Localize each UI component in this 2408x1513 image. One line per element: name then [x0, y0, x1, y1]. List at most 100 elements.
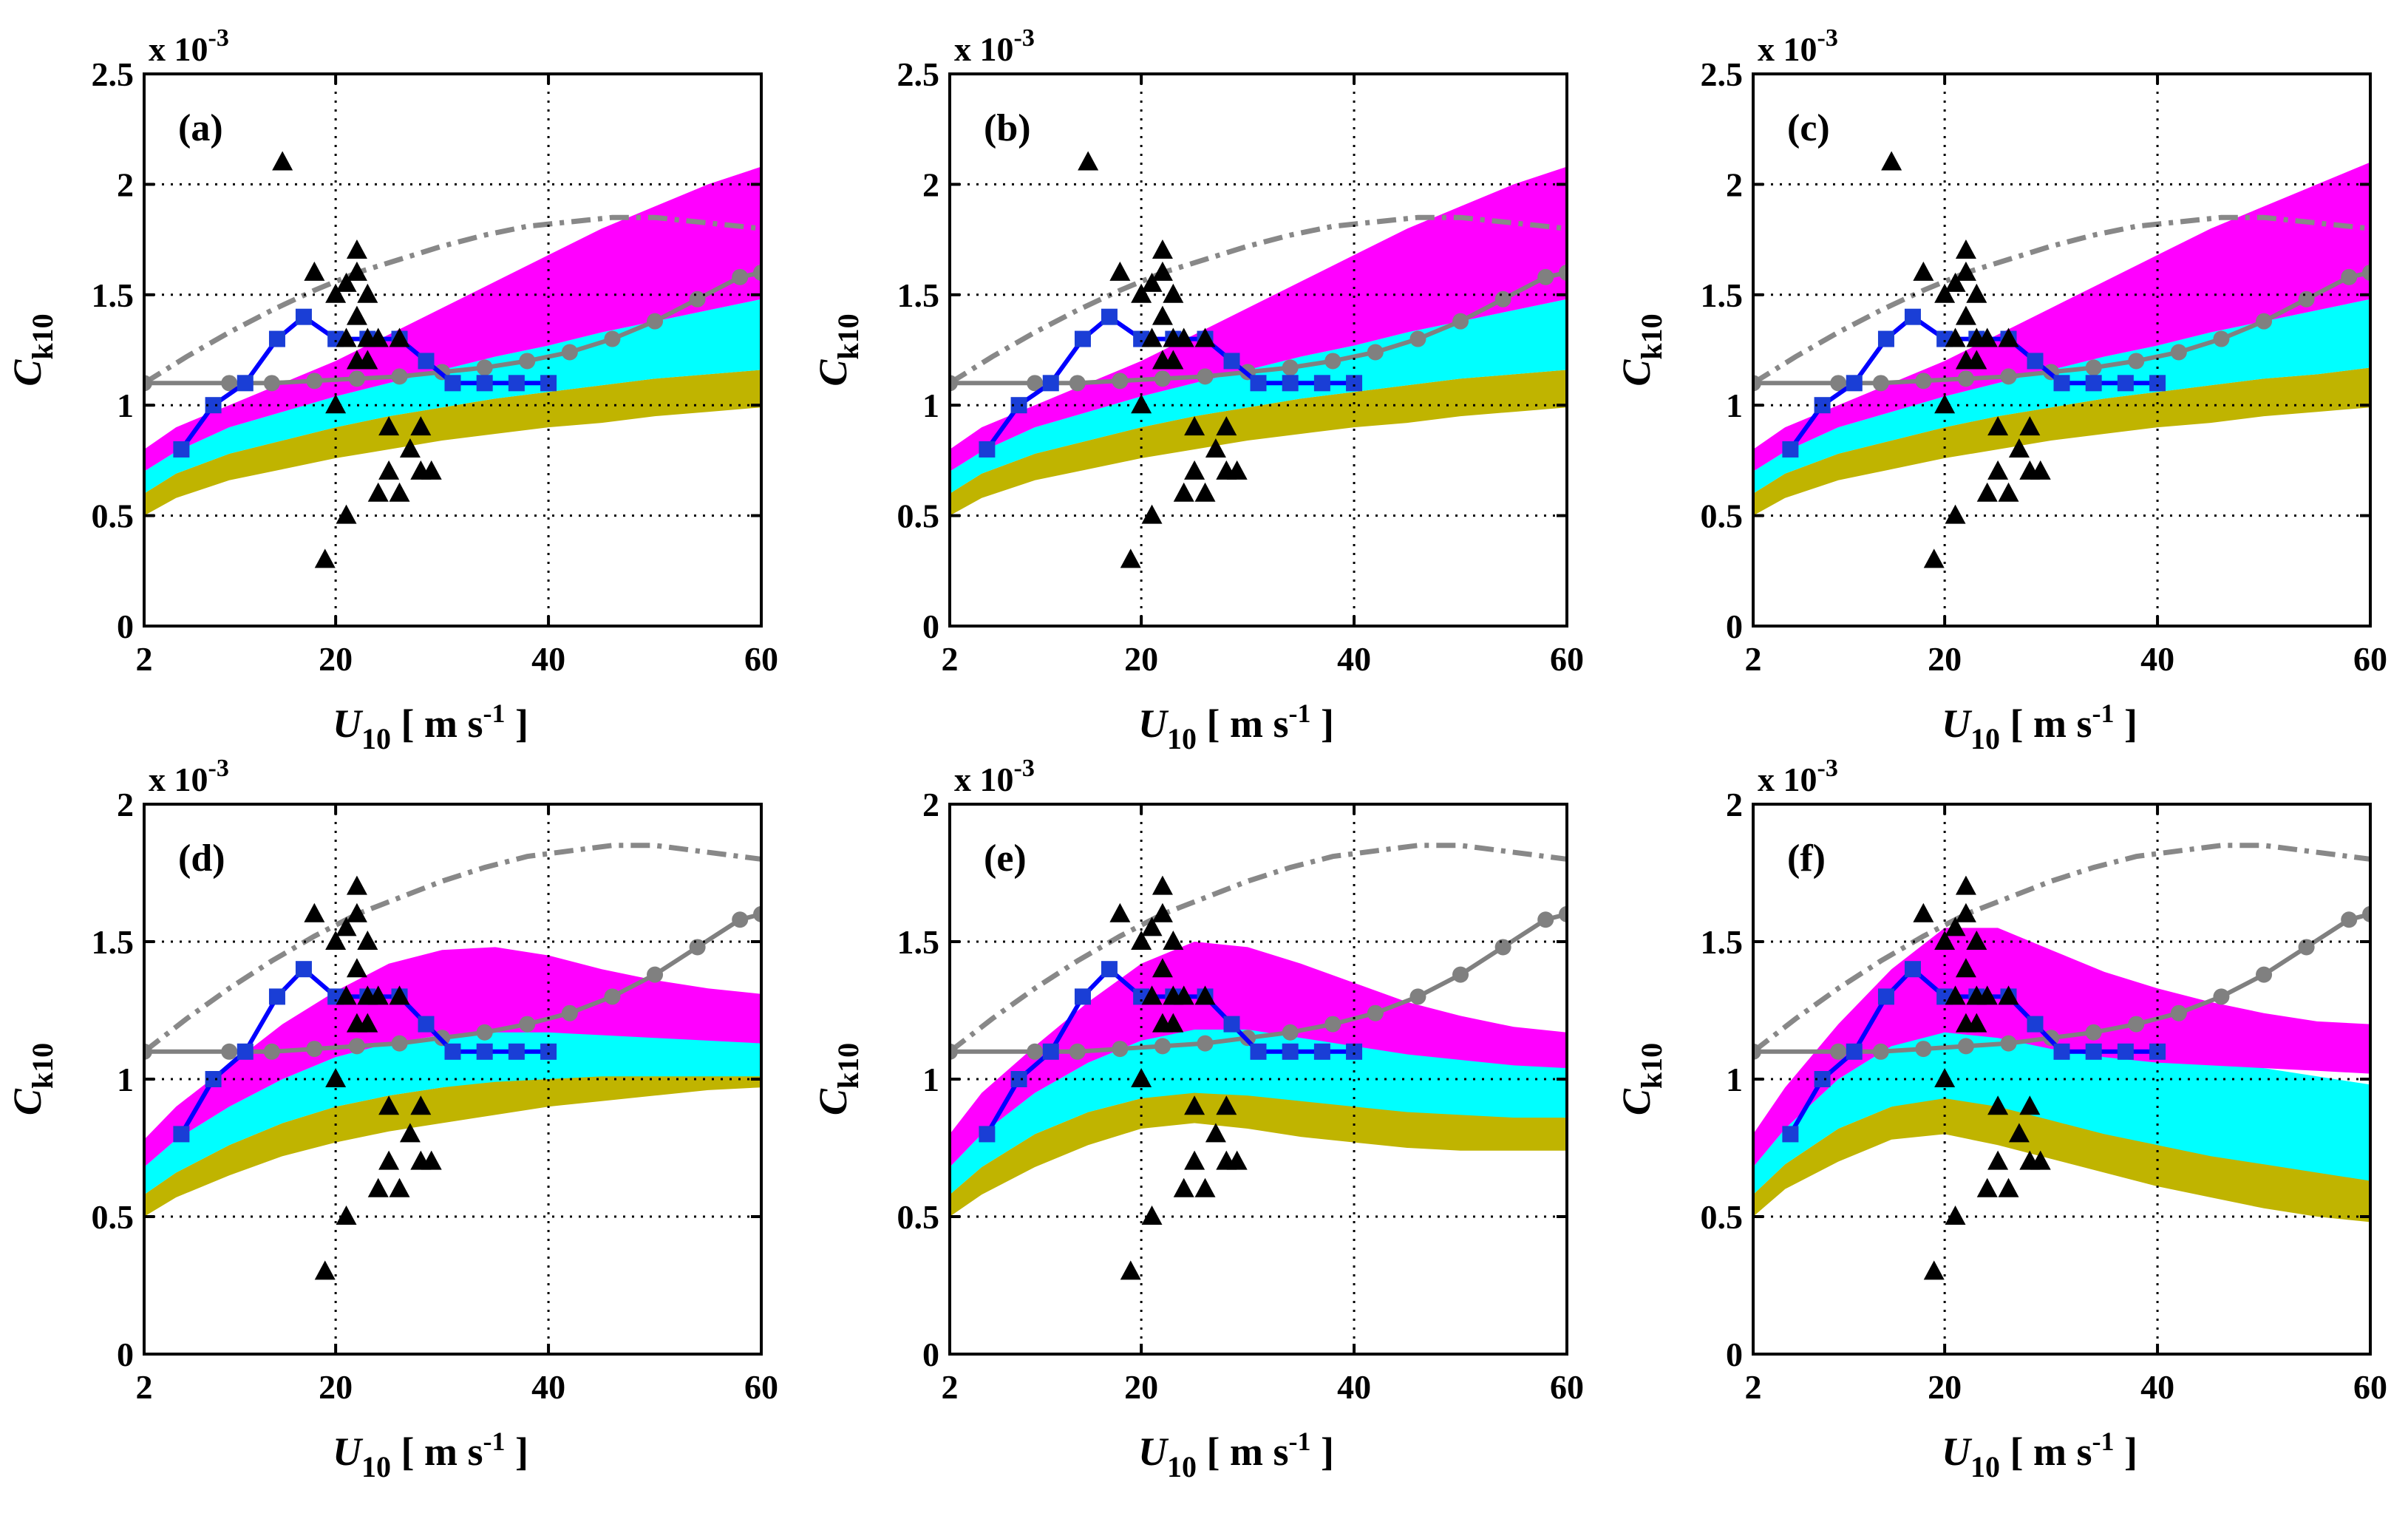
gray-circle-point	[2128, 1016, 2145, 1033]
blue-square-point	[1782, 441, 1799, 458]
triangle-point	[1934, 931, 1956, 950]
triangle-point	[346, 875, 367, 895]
gray-circle-point	[604, 988, 621, 1005]
gray-circle-point	[647, 313, 664, 330]
triangle-point	[1955, 239, 1976, 259]
x-axis-units-end: ]	[506, 1429, 528, 1474]
triangle-point	[336, 985, 357, 1005]
y-tick-label: 0	[922, 1336, 939, 1373]
x-axis-units-end: ]	[2115, 1429, 2137, 1474]
blue-square-point	[1346, 375, 1363, 392]
x-axis-var: U	[1942, 1429, 1973, 1474]
triangle-point	[1955, 902, 1976, 922]
gray-circle-point	[1872, 375, 1889, 392]
y-axis-label: Ck10	[5, 313, 59, 386]
triangle-point	[389, 482, 410, 502]
triangle-point	[1152, 902, 1173, 922]
exponent-label: x 10-3	[954, 24, 1035, 68]
triangle-point	[336, 272, 357, 292]
dashdot-series-line	[950, 843, 1567, 1054]
y-axis-var: C	[5, 1088, 50, 1115]
x-tick-label: 60	[744, 1368, 778, 1406]
gray-circle-point	[950, 375, 958, 392]
triangle-point	[1934, 283, 1956, 303]
y-tick-label: 1.5	[1701, 276, 1744, 314]
exponent-label: x 10-3	[149, 755, 229, 798]
y-tick-label: 1.5	[92, 276, 135, 314]
triangle-point	[1078, 151, 1099, 171]
gray-circle-point	[1112, 1041, 1129, 1058]
x-tick-label: 2	[942, 640, 959, 678]
triangle-point	[1966, 1013, 1987, 1033]
y-axis-label: Ck10	[811, 1043, 865, 1115]
blue-square-point	[1101, 961, 1118, 978]
gray-circle-point	[2085, 359, 2102, 376]
gray-circle-point	[391, 368, 408, 385]
triangle-point	[346, 261, 367, 281]
blue-square-point	[476, 1043, 493, 1060]
x-axis-label: U10 [ m s-1 ]	[333, 698, 528, 755]
blue-square-point	[1010, 1071, 1027, 1087]
gray-circle-point	[1452, 966, 1469, 983]
y-axis-var: C	[1614, 359, 1659, 387]
gray-circle-point	[476, 1024, 493, 1041]
panel-b: 2 20 40 60 0 0.5 1 1.5 2 2.5 x 10-3 (b) U10 [ m s-1 …	[811, 24, 1584, 755]
triangle-point	[325, 1068, 347, 1087]
triangle-point	[304, 261, 325, 281]
x-tick-label: 40	[531, 1368, 565, 1406]
gray-circle-point	[732, 268, 749, 285]
blue-square-point	[1877, 988, 1894, 1005]
exponent-power: -3	[1014, 755, 1035, 782]
x-tick-label: 40	[1337, 1368, 1371, 1406]
blue-square-point	[1814, 1071, 1831, 1087]
gray-circle-point	[1112, 373, 1129, 390]
y-tick-label: 2	[117, 166, 134, 203]
x-tick-label: 20	[319, 1368, 353, 1406]
gray-circle-point	[561, 1004, 578, 1021]
triangle-point	[1173, 327, 1194, 347]
blue-square-point	[2117, 375, 2134, 392]
gray-circle-point	[2128, 353, 2145, 370]
gray-circle-point	[1830, 375, 1847, 392]
triangle-point	[357, 350, 378, 370]
triangle-point	[1945, 272, 1966, 292]
triangle-point	[1194, 1177, 1216, 1197]
blue-square-point	[476, 375, 493, 392]
magenta-band	[950, 166, 1567, 472]
x-tick-label: 60	[744, 640, 778, 678]
triangle-point	[357, 1013, 378, 1033]
triangle-point	[1141, 1206, 1163, 1225]
x-axis-label: U10 [ m s-1 ]	[1942, 1427, 2137, 1483]
triangle-point	[346, 958, 367, 978]
gray-circle-point	[561, 344, 578, 361]
gray-circle-point	[2256, 313, 2273, 330]
data-area	[144, 843, 761, 1280]
gray-circle-point	[519, 1016, 536, 1033]
x-tick-label: 60	[1550, 1368, 1584, 1406]
axes-box	[143, 72, 763, 628]
triangle-point	[389, 1177, 410, 1197]
gray-circle-point	[263, 1043, 280, 1060]
gray-circle-point	[1069, 1043, 1086, 1060]
x-axis-var: U	[1942, 701, 1973, 746]
triangle-point	[1216, 416, 1237, 436]
y-axis-var: C	[1614, 1088, 1659, 1115]
gray-circle-point	[1559, 264, 1567, 281]
gray-circle-point	[1069, 375, 1086, 392]
x-tick-label: 20	[1928, 1368, 1962, 1406]
gray-circle-point	[1027, 1043, 1044, 1060]
exponent-base: x 10	[149, 761, 208, 798]
gray-circle-point	[519, 353, 536, 370]
triangle-point	[1987, 1150, 2009, 1170]
gray-circle-point	[753, 264, 761, 281]
gray-circle-point	[1282, 1024, 1299, 1041]
y-axis-label: Ck10	[811, 313, 865, 386]
triangle-point	[1120, 548, 1141, 568]
triangle-point	[1923, 548, 1945, 568]
gray-circle-point	[1324, 1016, 1341, 1033]
blue-square-point	[295, 961, 312, 978]
x-axis-units-sup: -1	[1289, 698, 1311, 728]
triangle-point	[304, 902, 325, 922]
triangle-point	[346, 239, 367, 259]
gray-circle-point	[1537, 268, 1554, 285]
